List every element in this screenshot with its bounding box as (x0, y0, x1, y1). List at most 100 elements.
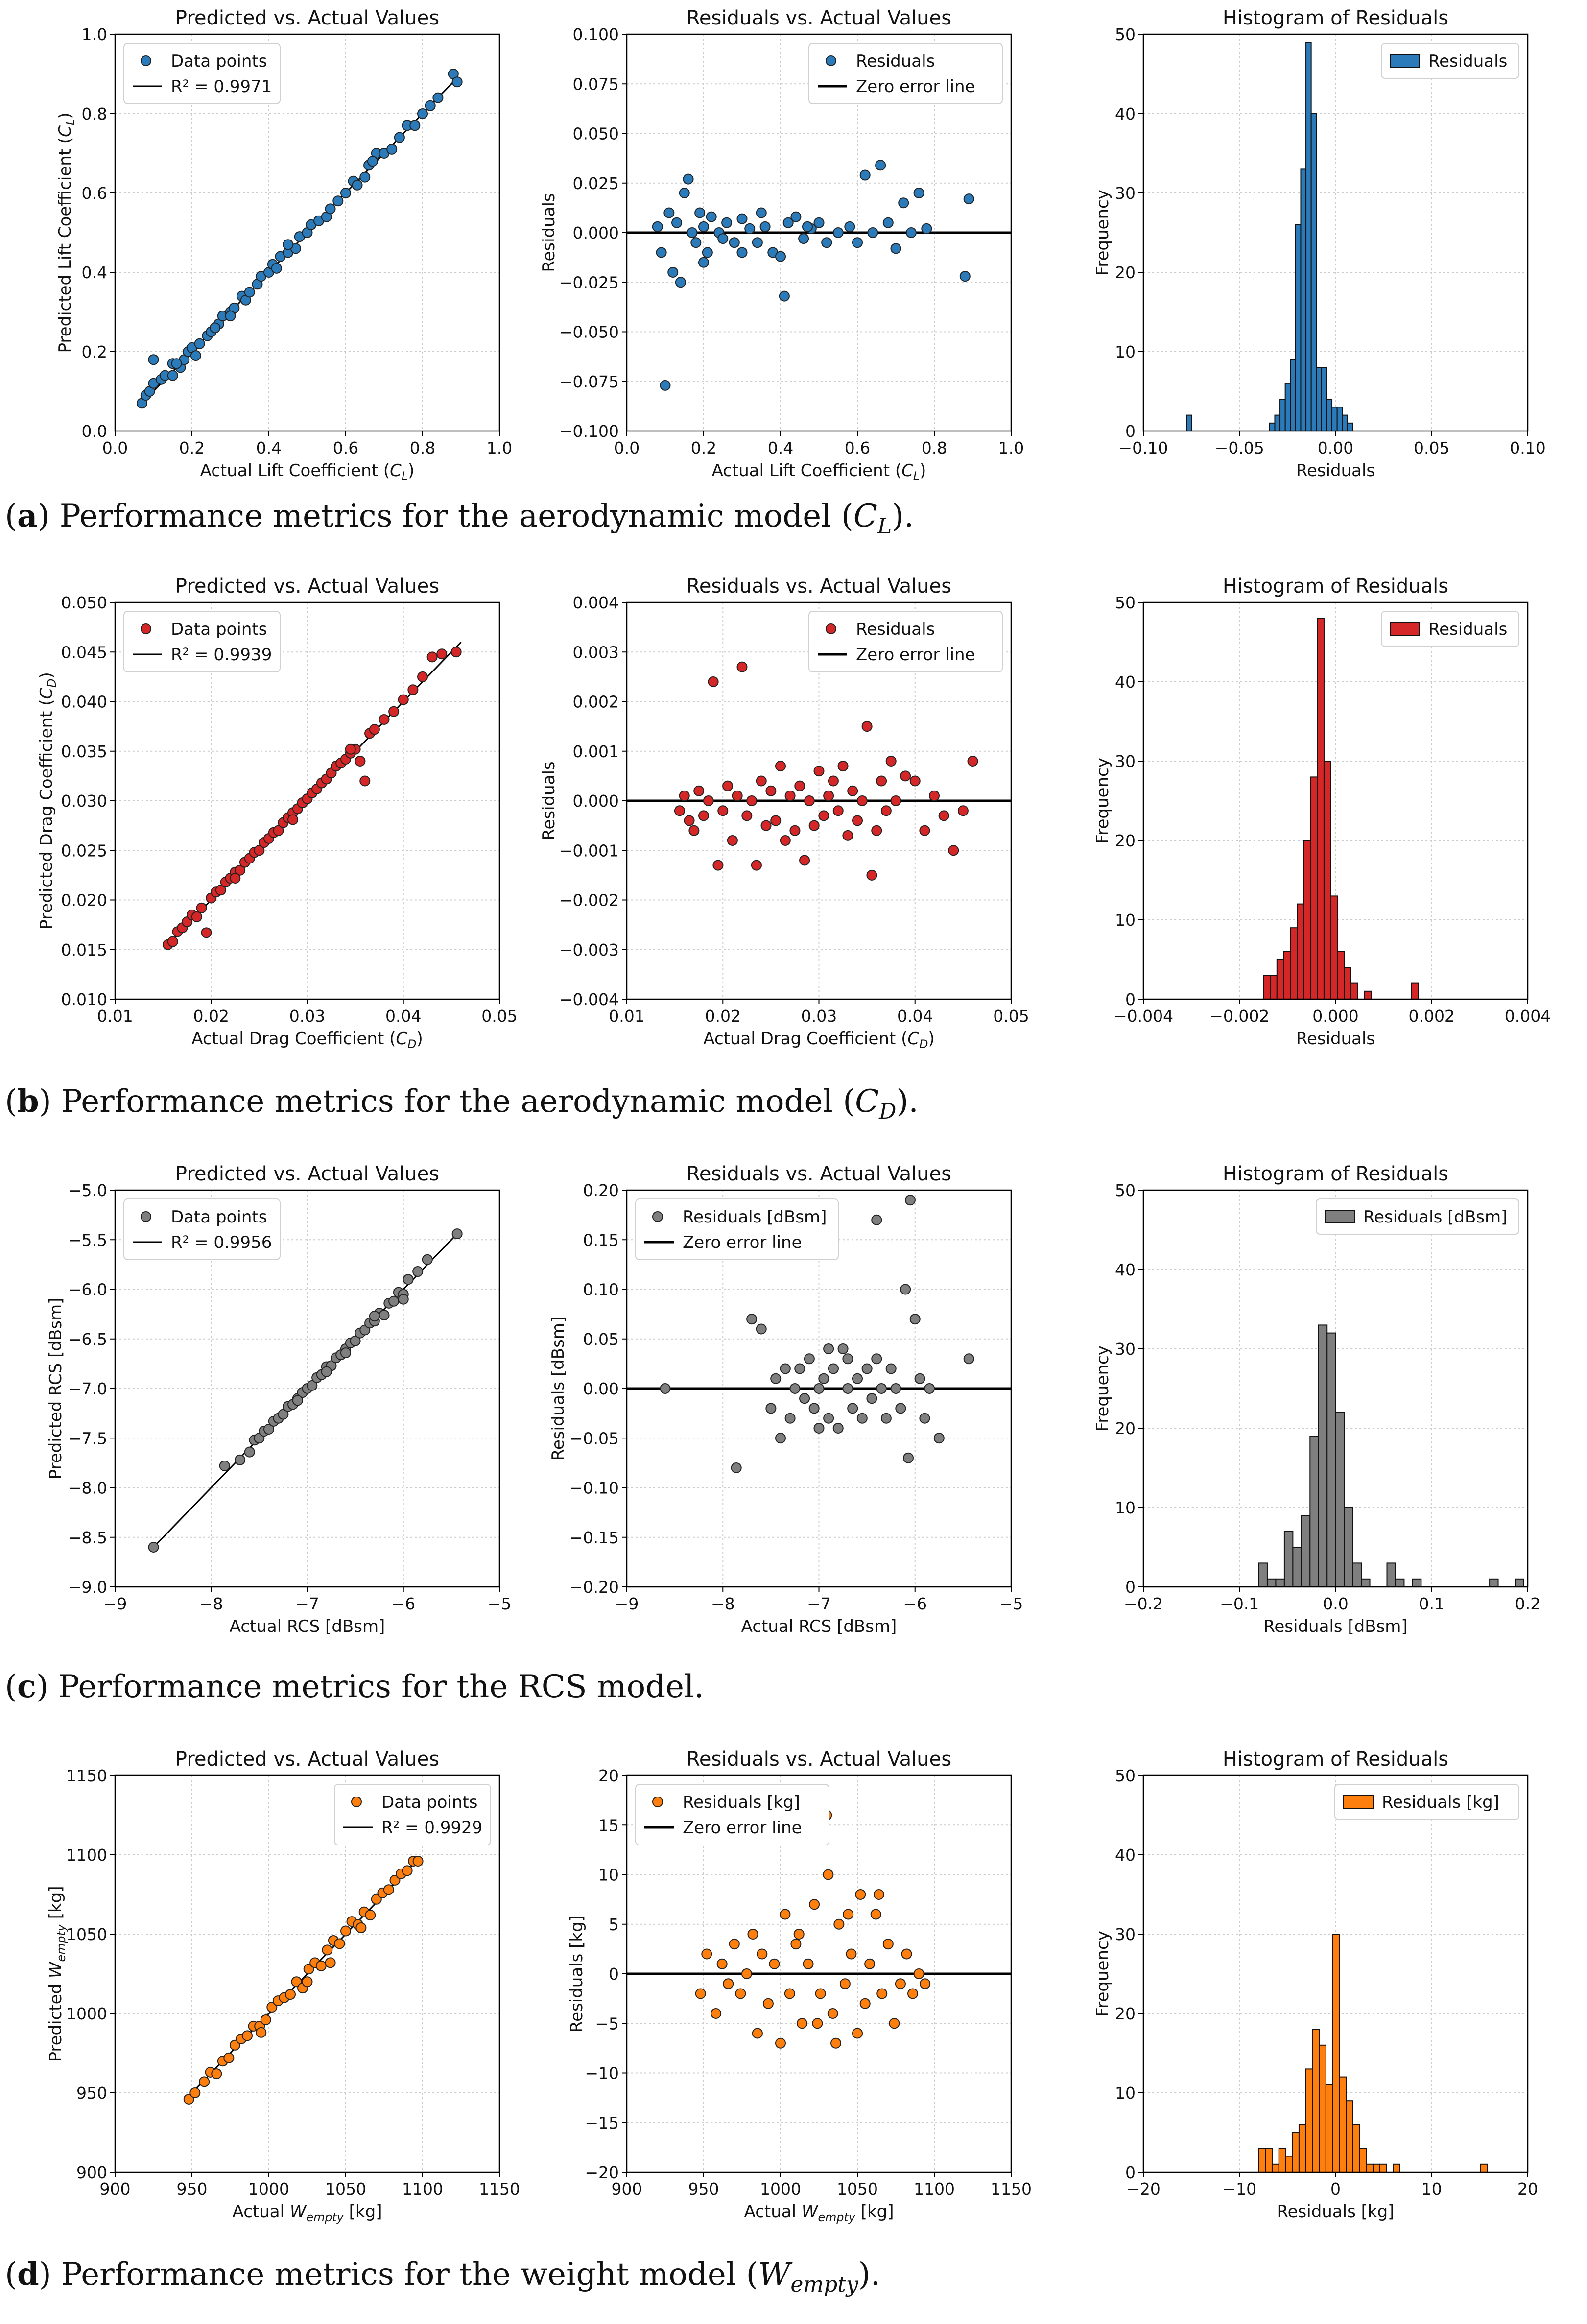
data-point (283, 239, 294, 250)
x-axis-label: Actual Drag Coefficient (CD) (191, 1029, 423, 1051)
data-point (924, 1383, 935, 1394)
y-tick-label: −5 (595, 2014, 619, 2033)
chart-title: Predicted vs. Actual Values (175, 1748, 439, 1771)
plot-frame (1142, 33, 1529, 432)
histogram-bar (1303, 840, 1311, 1000)
legend-label: Residuals [kg] (683, 1793, 800, 1812)
legend-marker (826, 623, 836, 634)
legend: Residuals (1381, 43, 1519, 79)
histogram-bar (1330, 895, 1338, 1000)
data-point (219, 1460, 230, 1471)
legend-box (123, 611, 281, 672)
y-tick-label: 0 (609, 1965, 619, 1984)
y-tick-label: 1100 (66, 1845, 107, 1865)
x-tick-label: −0.1 (1220, 1594, 1259, 1613)
x-tick-label: 0.05 (481, 1006, 517, 1026)
data-point (708, 676, 719, 687)
x-tick-label: 0.4 (768, 438, 793, 457)
legend: Residuals [kg] (1334, 1784, 1519, 1820)
x-axis-label: Actual Lift Coefficient (CL) (712, 461, 926, 483)
y-tick-label: −15 (585, 2113, 619, 2132)
data-point (450, 647, 462, 658)
data-point (242, 2030, 253, 2041)
histogram-bar (1266, 1578, 1277, 1588)
plot-frame (1142, 601, 1529, 1000)
x-tick-label: 0.05 (993, 1006, 1029, 1026)
data-point (747, 1929, 758, 1940)
data-point (794, 780, 805, 791)
legend: Data points R² = 0.9939 (123, 611, 281, 672)
data-point (379, 1310, 390, 1321)
legend: Data points R² = 0.9929 (334, 1784, 491, 1845)
data-point (679, 790, 690, 801)
histogram-bar (1305, 42, 1312, 431)
data-point (770, 1373, 782, 1384)
legend: Data points R² = 0.9956 (123, 1198, 281, 1260)
data-point (885, 1363, 897, 1374)
x-tick-label: 1150 (479, 2180, 520, 2199)
data-point (913, 1968, 924, 1979)
histogram-bar (1265, 2148, 1273, 2173)
legend: Residuals [dBsm] (1316, 1198, 1519, 1235)
data-point (701, 1948, 712, 1960)
x-tick-label: 1000 (248, 2180, 289, 2199)
data-point (895, 1403, 906, 1414)
data-point (876, 1383, 887, 1394)
data-point (698, 810, 709, 821)
chart-3-2: Histogram of Residuals −20 −10 0 10 20 0 10 20 30… (1093, 1748, 1538, 2222)
y-tick-label: −7.5 (68, 1429, 107, 1448)
plot-frame (1142, 1189, 1529, 1588)
y-tick-label: 0.003 (573, 643, 619, 662)
y-tick-label: 0.015 (61, 940, 107, 959)
data-point (895, 1978, 906, 1989)
chart-title: Predicted vs. Actual Values (175, 7, 439, 29)
chart-title: Residuals vs. Actual Values (687, 1163, 951, 1185)
data-point (832, 1423, 844, 1434)
data-point (667, 267, 679, 278)
data-point (784, 1988, 795, 1999)
chart-2-1: Residuals vs. Actual Values −9 −8 −7 −6 −5 −0.… (548, 1163, 1023, 1636)
histogram-bar (1284, 383, 1291, 431)
y-tick-label: 0.001 (573, 742, 619, 761)
data-point (731, 1462, 742, 1473)
data-point (876, 775, 887, 787)
data-point (359, 171, 371, 183)
data-point (775, 251, 786, 262)
legend: Residuals [kg] Zero error line (635, 1784, 829, 1845)
y-axis-label: Residuals (539, 193, 559, 272)
data-point (856, 1413, 868, 1424)
y-tick-label: −7.0 (68, 1379, 107, 1398)
data-point (365, 1910, 376, 1921)
x-tick-label: 0.4 (256, 438, 282, 457)
data-point (818, 1373, 829, 1384)
chart-title: Predicted vs. Actual Values (175, 1163, 439, 1185)
data-point (842, 830, 853, 841)
data-point (690, 237, 702, 248)
legend-box (635, 1198, 839, 1260)
histogram-bar (1295, 224, 1302, 431)
x-axis-label: Actual Wempty [kg] (744, 2202, 894, 2224)
x-axis-label: Actual RCS [dBsm] (741, 1617, 897, 1636)
histogram-bar (1366, 2163, 1374, 2173)
histogram-bar (1336, 407, 1343, 432)
x-tick-label: −10 (1222, 2180, 1256, 2199)
x-tick-label: −20 (1126, 2180, 1161, 2199)
x-tick-label: 900 (100, 2180, 131, 2199)
histogram-bar (1269, 422, 1276, 431)
data-point (412, 1855, 424, 1867)
data-point (398, 694, 409, 705)
data-point (784, 1413, 796, 1424)
data-point (842, 1353, 853, 1365)
data-point (736, 247, 748, 258)
data-point (325, 203, 336, 215)
chart-title: Histogram of Residuals (1223, 575, 1448, 598)
plot-frame (626, 1189, 1012, 1588)
data-point (254, 845, 265, 856)
legend-label: Data points (381, 1793, 477, 1812)
data-point (736, 213, 748, 224)
x-tick-label: 0.004 (1505, 1006, 1551, 1026)
chart-title: Residuals vs. Actual Values (687, 1748, 951, 1771)
data-point (765, 785, 777, 796)
data-point (292, 1395, 303, 1406)
data-point (809, 1899, 820, 1910)
